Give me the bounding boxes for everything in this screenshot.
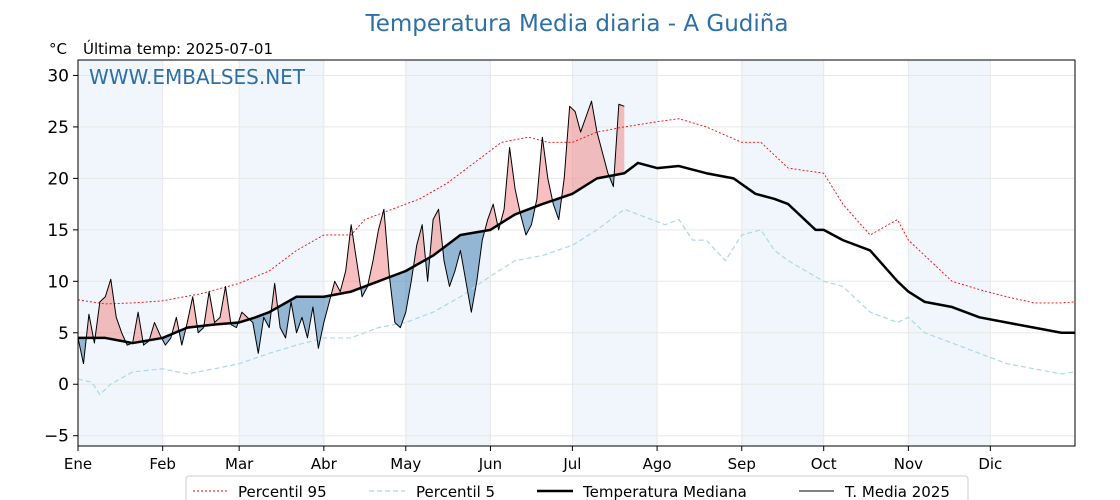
- above-median-fill: [149, 322, 162, 342]
- y-unit-label: °C: [49, 40, 67, 58]
- x-tick-label: Sep: [728, 455, 756, 473]
- x-tick-label: Oct: [811, 455, 837, 473]
- y-tick-label: 0: [58, 375, 69, 395]
- y-tick-label: 15: [47, 221, 69, 241]
- above-median-fill: [94, 279, 125, 344]
- y-tick-label: 5: [58, 324, 69, 344]
- plot-frame: [77, 59, 1076, 447]
- below-median-fill: [161, 334, 171, 346]
- x-tick-label: Ene: [64, 455, 92, 473]
- anomaly-fills: [78, 101, 625, 364]
- below-median-fill: [442, 231, 484, 313]
- x-tick-label: Jul: [562, 455, 581, 473]
- x-tick-label: Abr: [311, 455, 338, 473]
- x-tick-label: Feb: [149, 455, 176, 473]
- month-band: [239, 60, 324, 446]
- watermark: WWW.EMBALSES.NET: [89, 65, 306, 89]
- above-median-fill: [86, 314, 94, 339]
- series-lines: [77, 100, 1076, 396]
- series-line-t-media-2025: [77, 100, 625, 365]
- month-band: [78, 60, 163, 446]
- below-median-fill: [519, 207, 535, 235]
- above-median-fill: [367, 209, 390, 287]
- y-tick-label: 25: [47, 118, 69, 138]
- series-line-percentil-5: [77, 208, 1076, 396]
- month-band: [908, 60, 991, 446]
- series-line-temperatura-mediana: [78, 161, 1075, 345]
- above-median-fill: [613, 104, 625, 187]
- above-median-fill: [203, 286, 230, 328]
- above-median-fill: [534, 137, 552, 212]
- x-axis: Ene Feb Mar Abr May Jun Jul Ago Sep Oct Nov Dic: [64, 446, 1002, 473]
- legend-p5-label: Percentil 5: [416, 483, 495, 500]
- below-median-fill: [248, 311, 271, 354]
- y-tick-label: 10: [47, 272, 69, 292]
- x-tick-label: Nov: [894, 455, 923, 473]
- x-tick-label: Jun: [478, 455, 502, 473]
- y-tick-label: 20: [47, 169, 69, 189]
- above-median-fill: [428, 209, 443, 266]
- chart-title: Temperatura Media diaria - A Gudiña: [365, 11, 789, 37]
- legend: Percentil 95 Percentil 5 Temperatura Med…: [185, 475, 969, 500]
- x-tick-label: Mar: [225, 455, 254, 473]
- last-temp-label: Última temp: 2025-07-01: [83, 39, 273, 58]
- legend-2025-label: T. Media 2025: [844, 483, 950, 500]
- series-line-percentil-95: [77, 118, 1076, 305]
- legend-p95-label: Percentil 95: [238, 483, 327, 500]
- x-tick-label: Dic: [978, 455, 1002, 473]
- legend-median-label: Temperatura Mediana: [582, 483, 747, 500]
- above-median-fill: [330, 224, 361, 297]
- below-median-fill: [277, 295, 331, 349]
- above-median-fill: [412, 224, 425, 273]
- month-band: [741, 60, 824, 446]
- below-median-fill: [389, 267, 413, 328]
- plot-background: [78, 60, 991, 446]
- y-tick-label: 30: [47, 66, 69, 86]
- x-tick-label: May: [390, 455, 421, 473]
- y-tick-label: −5: [44, 427, 69, 447]
- x-tick-label: Ago: [643, 455, 672, 473]
- above-median-fill: [561, 101, 608, 199]
- y-axis: −5 0 5 10 15 20 25 30: [44, 66, 78, 447]
